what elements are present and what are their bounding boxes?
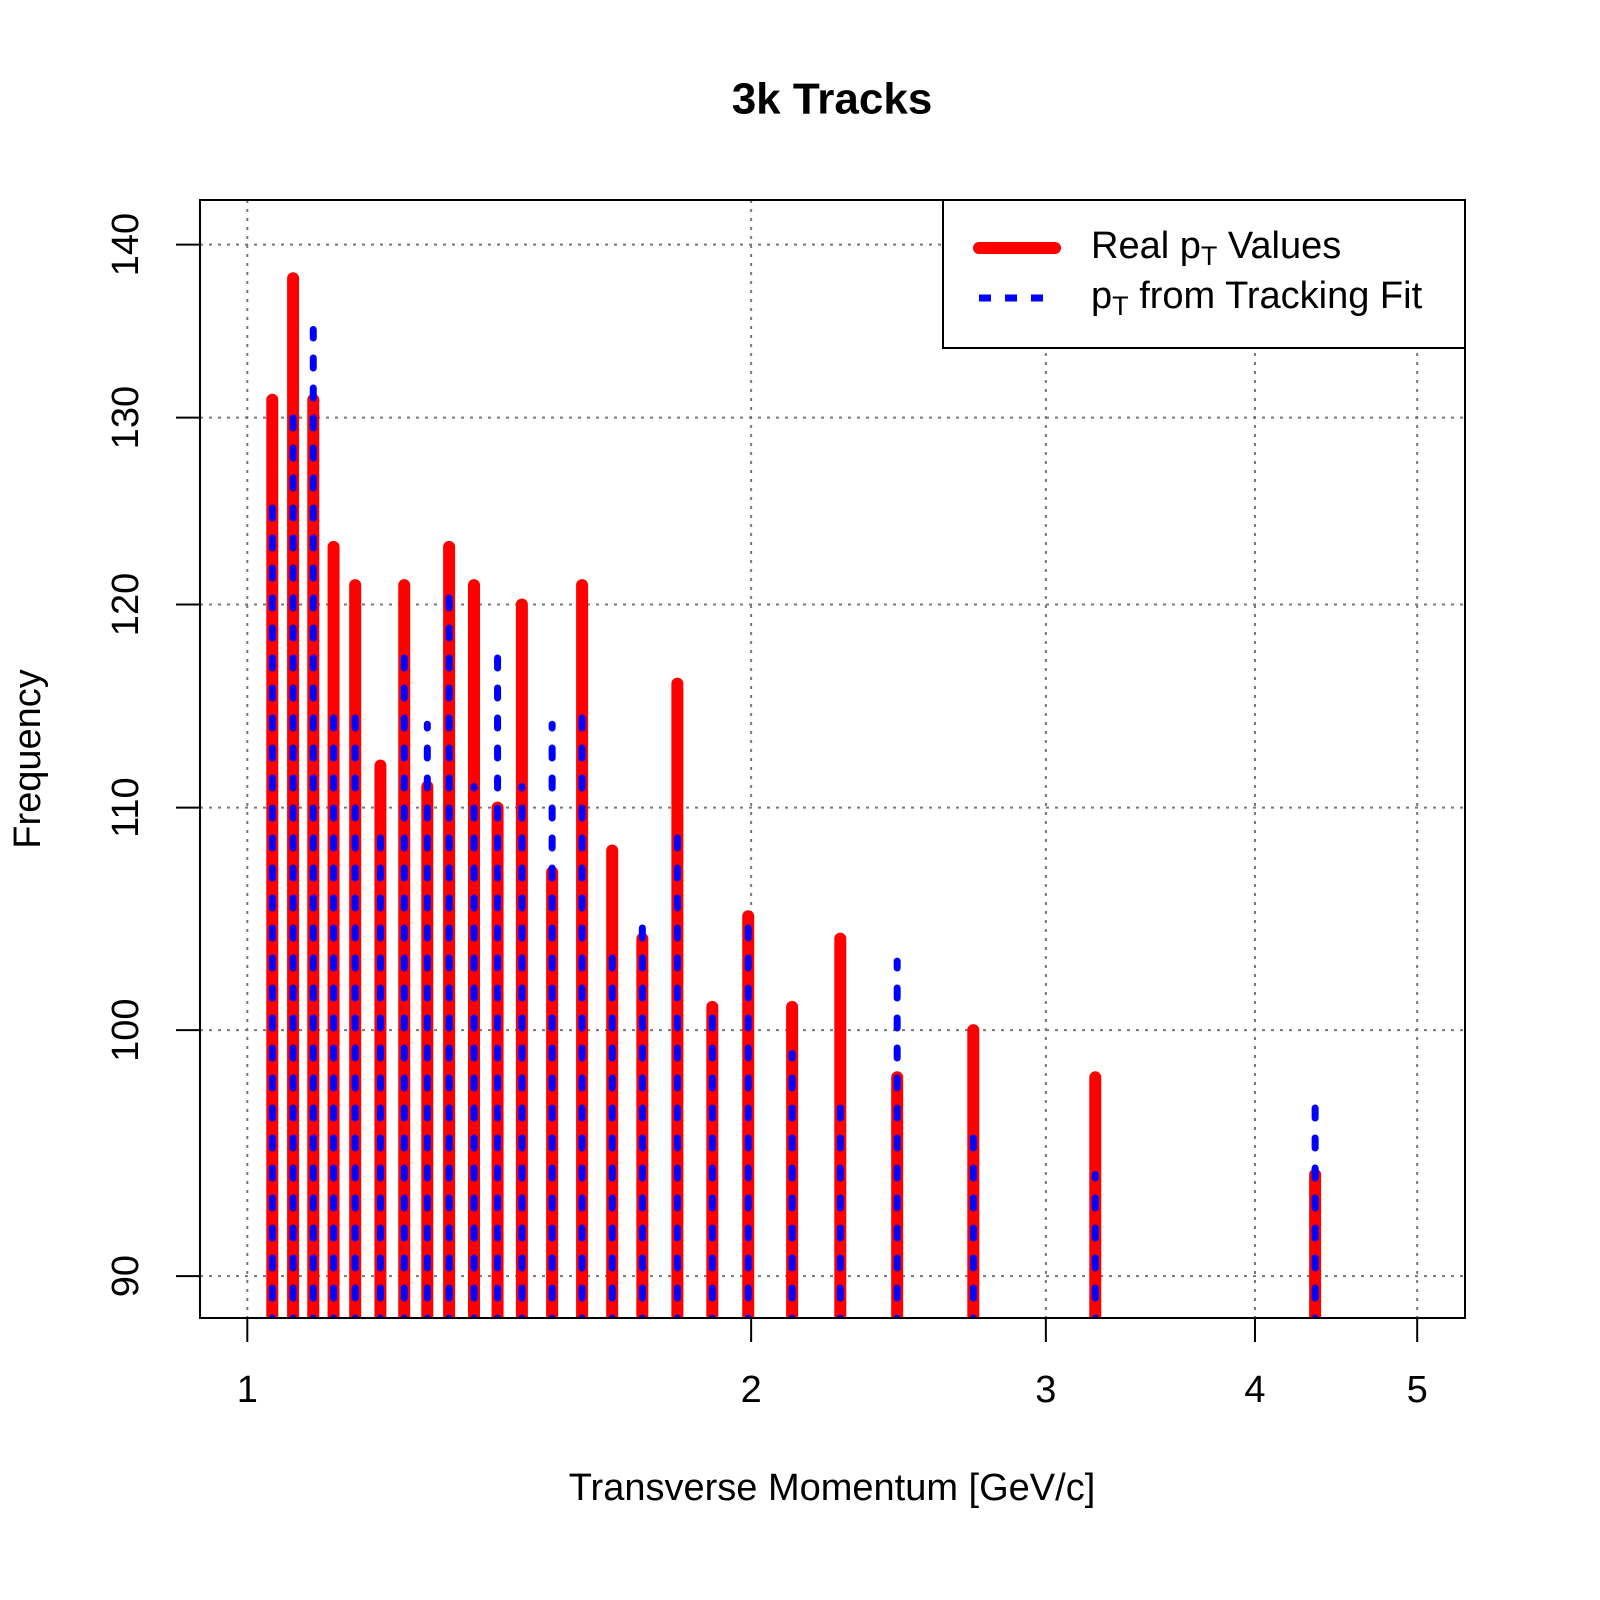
legend-box [942, 199, 1466, 349]
x-axis-label: Transverse Momentum [GeV/c] [569, 1467, 1096, 1509]
y-tick-label: 140 [105, 213, 147, 276]
y-tick-label: 110 [105, 777, 147, 838]
legend-label: Real pT Values [1091, 225, 1341, 271]
legend-label-part: Real p [1091, 225, 1201, 267]
chart-title: 3k Tracks [732, 75, 933, 124]
legend-label: pT from Tracking Fit [1091, 275, 1423, 321]
x-tick-label: 4 [1244, 1369, 1265, 1411]
x-tick-label: 5 [1407, 1369, 1428, 1411]
legend-label-part: Values [1217, 225, 1341, 267]
y-axis-label: Frequency [7, 669, 49, 849]
y-tick-label: 120 [105, 573, 147, 636]
plot-frame [199, 199, 1466, 1319]
legend-label-part: p [1091, 275, 1112, 317]
legend-label-part: T [1112, 291, 1129, 321]
y-tick-label: 130 [105, 386, 147, 449]
plot-area [266, 272, 1322, 1318]
legend-label-part: T [1201, 241, 1218, 271]
x-tick-label: 1 [237, 1369, 258, 1411]
x-tick-label: 3 [1035, 1369, 1056, 1411]
y-tick-label: 90 [105, 1255, 147, 1297]
legend-label-part: from Tracking Fit [1129, 275, 1423, 317]
x-tick-label: 2 [741, 1369, 762, 1411]
y-tick-label: 100 [105, 998, 147, 1061]
